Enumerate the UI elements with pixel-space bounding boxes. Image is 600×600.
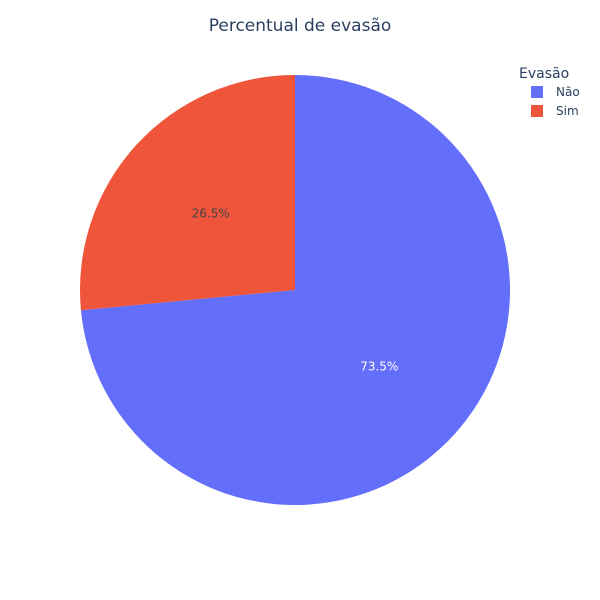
pie-slice-labels: 73.5% 26.5% [192, 206, 399, 373]
slice-percent-label: 26.5% [192, 206, 230, 220]
legend-items: Não Sim [531, 85, 580, 118]
legend-label: Sim [556, 104, 579, 118]
pie-slice-não [80, 75, 511, 505]
slice-percent-label: 73.5% [360, 360, 398, 374]
pie-slice-sim [80, 75, 295, 311]
legend-label: Não [556, 85, 580, 99]
legend-title: Evasão [519, 66, 569, 82]
legend-item-sim[interactable]: Sim [531, 104, 579, 118]
legend-swatch [531, 105, 543, 117]
legend-item-não[interactable]: Não [531, 85, 580, 99]
pie-slices [80, 75, 511, 505]
legend-swatch [531, 86, 543, 98]
legend: Evasão Não Sim [519, 66, 580, 118]
chart-title: Percentual de evasão [209, 16, 392, 36]
